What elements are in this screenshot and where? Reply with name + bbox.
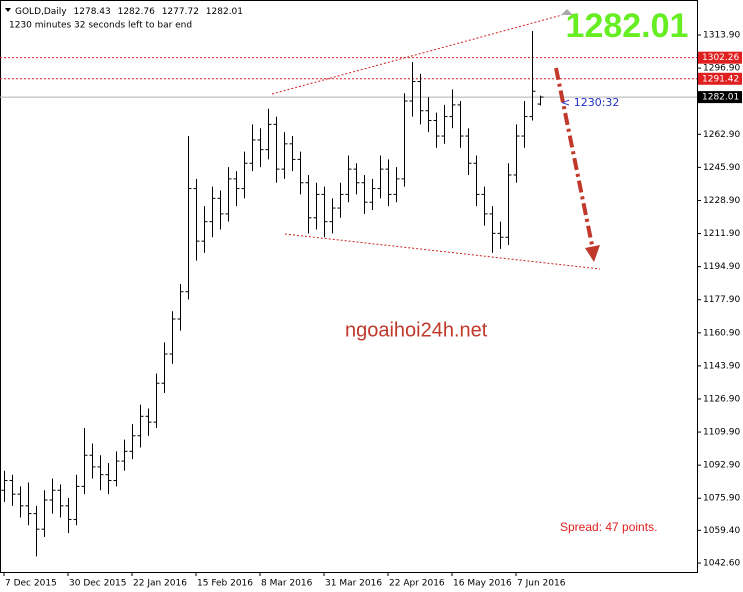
current-price-label: 1282.01	[702, 93, 739, 103]
open: 1278.43	[74, 7, 111, 17]
low: 1277.72	[162, 7, 199, 17]
x-tick-label: 22 Jan 2016	[133, 579, 187, 589]
overlay-layer	[0, 57, 697, 98]
y-tick-label: 1092.90	[703, 461, 740, 471]
x-tick-label: 7 Jun 2016	[517, 579, 566, 589]
bar-timer: < 1230:32	[561, 96, 619, 109]
y-tick-label: 1228.90	[703, 196, 740, 206]
spread: Spread: 47 points.	[560, 520, 657, 534]
x-tick-label: 16 May 2016	[453, 579, 512, 589]
big-price: 1282.01	[566, 7, 689, 45]
symbol: GOLD,Daily	[15, 7, 67, 17]
y-tick-label: 1245.90	[703, 163, 740, 173]
y-tick-label: 1296.90	[703, 64, 740, 74]
x-tick-label: 8 Mar 2016	[261, 579, 313, 589]
x-tick-label: 30 Dec 2015	[69, 579, 127, 589]
chart-header: GOLD,Daily 1278.43 1282.76 1277.72 1282.…	[15, 7, 243, 17]
plot-frame	[0, 0, 698, 573]
y-tick-label: 1143.90	[703, 361, 740, 371]
countdown: 1230 minutes 32 seconds left to bar end	[9, 21, 192, 31]
scroll-marker	[561, 9, 573, 15]
high: 1282.76	[118, 7, 155, 17]
x-tick-label: 22 Apr 2016	[389, 579, 445, 589]
y-tick-label: 1211.90	[703, 229, 740, 239]
menu-arrow[interactable]	[5, 8, 11, 12]
y-tick-label: 1042.60	[703, 559, 740, 569]
y-tick-label: 1075.90	[703, 494, 740, 504]
y-tick-label: 1313.90	[703, 31, 740, 41]
y-tick-label: 1126.90	[703, 394, 740, 404]
x-tick-label: 7 Dec 2015	[5, 579, 57, 589]
forecast-arrow	[554, 67, 595, 251]
price-label: 1291.42	[702, 74, 739, 84]
y-tick-label: 1177.90	[703, 295, 740, 305]
watermark: ngoaihoi24h.net	[345, 319, 488, 341]
forecast-arrowhead	[585, 245, 600, 262]
close: 1282.01	[206, 7, 243, 17]
y-tick-label: 1109.90	[703, 428, 740, 438]
y-tick-label: 1262.90	[703, 130, 740, 140]
y-tick-label: 1160.90	[703, 328, 740, 338]
x-tick-label: 15 Feb 2016	[197, 579, 253, 589]
y-tick-label: 1059.40	[703, 526, 740, 536]
current-price-box	[698, 91, 742, 104]
price-label: 1302.26	[702, 53, 739, 63]
price-label-box	[698, 72, 742, 85]
y-tick-label: 1194.90	[703, 262, 740, 272]
x-tick-label: 31 Mar 2016	[325, 579, 382, 589]
price-label-box	[698, 51, 742, 64]
trend-line-lower	[284, 233, 601, 270]
